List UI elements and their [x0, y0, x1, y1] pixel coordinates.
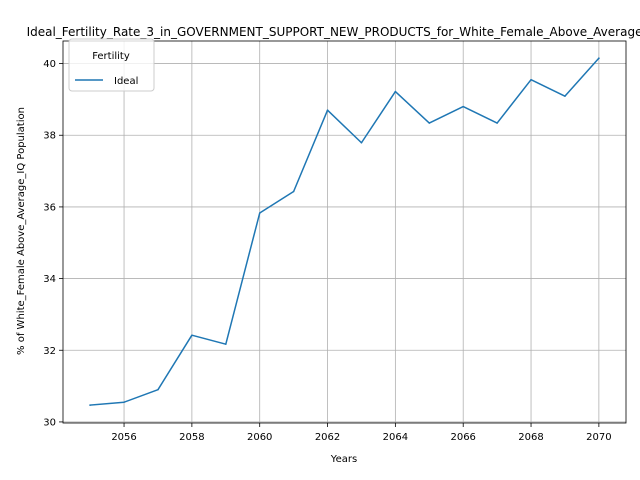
y-tick-label: 36 — [43, 202, 56, 213]
plot-frame — [62, 40, 627, 424]
x-tick-label: 2062 — [315, 432, 340, 443]
x-tick-label: 2066 — [450, 432, 475, 443]
y-axis: 30 32 34 36 38 40 — [43, 59, 63, 428]
y-tick-label: 30 — [43, 417, 56, 428]
series-layer — [89, 57, 600, 406]
x-tick-label: 2056 — [111, 432, 136, 443]
data-point — [225, 343, 227, 345]
data-point — [326, 109, 329, 111]
data-point — [89, 404, 91, 406]
y-tick-label: 38 — [43, 131, 56, 142]
chart-title: Ideal_Fertility_Rate_3_in_GOVERNMENT_SUP… — [27, 25, 640, 39]
legend-label-ideal: Ideal — [114, 76, 138, 87]
x-tick-label: 2060 — [247, 432, 272, 443]
x-tick-label: 2064 — [383, 432, 408, 443]
x-axis-label: Years — [330, 454, 357, 465]
data-point — [462, 105, 464, 108]
data-point — [598, 57, 600, 59]
data-point — [258, 212, 261, 214]
legend-box — [68, 38, 155, 92]
data-point — [496, 122, 498, 124]
series-line-ideal — [89, 57, 600, 406]
data-point — [360, 142, 363, 144]
data-point — [530, 78, 532, 81]
data-point — [123, 401, 125, 403]
data-point — [292, 190, 295, 193]
x-tick-label: 2068 — [518, 432, 543, 443]
x-tick-label: 2070 — [586, 432, 611, 443]
y-tick-label: 40 — [43, 59, 56, 70]
legend-title: Fertility — [92, 51, 130, 62]
data-point — [428, 122, 431, 124]
data-point — [191, 334, 193, 336]
y-axis-label: % of White_Female Above_Average_IQ Popul… — [16, 107, 27, 355]
y-tick-label: 34 — [43, 274, 56, 285]
data-point — [394, 90, 397, 93]
grid — [63, 41, 626, 423]
x-axis: 2056 2058 2060 2062 2064 2066 2068 2070 — [111, 423, 612, 443]
x-tick-label: 2058 — [179, 432, 204, 443]
data-point — [564, 95, 566, 97]
y-tick-label: 32 — [43, 346, 56, 357]
data-point — [157, 388, 159, 391]
legend: Fertility Ideal — [68, 38, 155, 92]
